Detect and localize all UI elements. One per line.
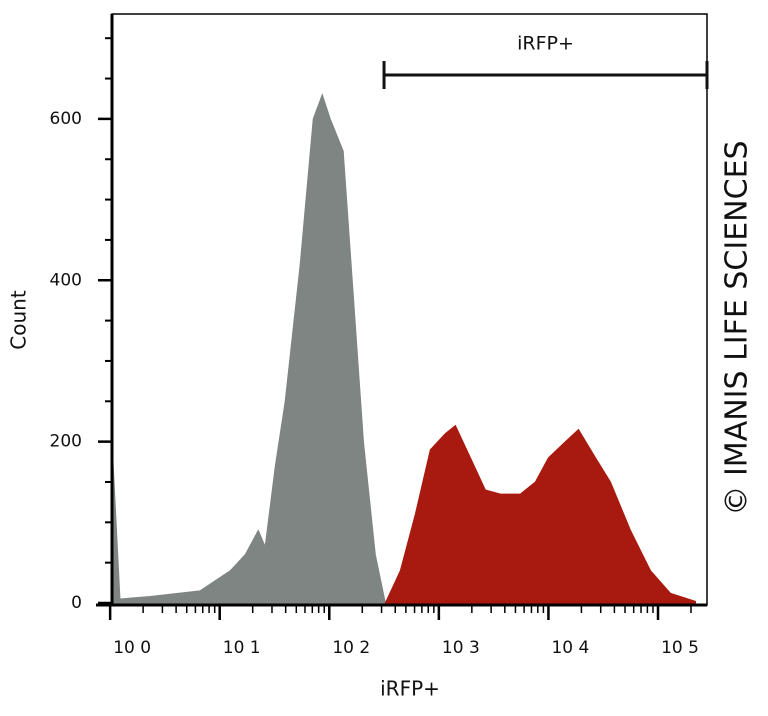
x-axis-label: iRFP+ — [380, 677, 440, 701]
y-axis-label: Count — [7, 290, 31, 350]
x-tick-label: 10 2 — [332, 638, 370, 658]
histogram-area — [384, 424, 697, 604]
y-tick-label: 0 — [71, 593, 82, 613]
x-tick-label: 10 4 — [551, 638, 589, 658]
y-tick-label: 200 — [50, 432, 82, 452]
y-tick-label: 600 — [50, 109, 82, 129]
histogram-area — [111, 93, 386, 604]
x-tick-label: 10 5 — [661, 638, 699, 658]
x-tick-label: 10 3 — [442, 638, 480, 658]
gate-label: iRFP+ — [517, 33, 574, 55]
x-tick-label: 10 1 — [223, 638, 261, 658]
y-tick-label: 400 — [50, 270, 82, 290]
watermark: © IMANIS LIFE SCIENCES — [720, 140, 755, 515]
x-tick-label: 10 0 — [113, 638, 151, 658]
